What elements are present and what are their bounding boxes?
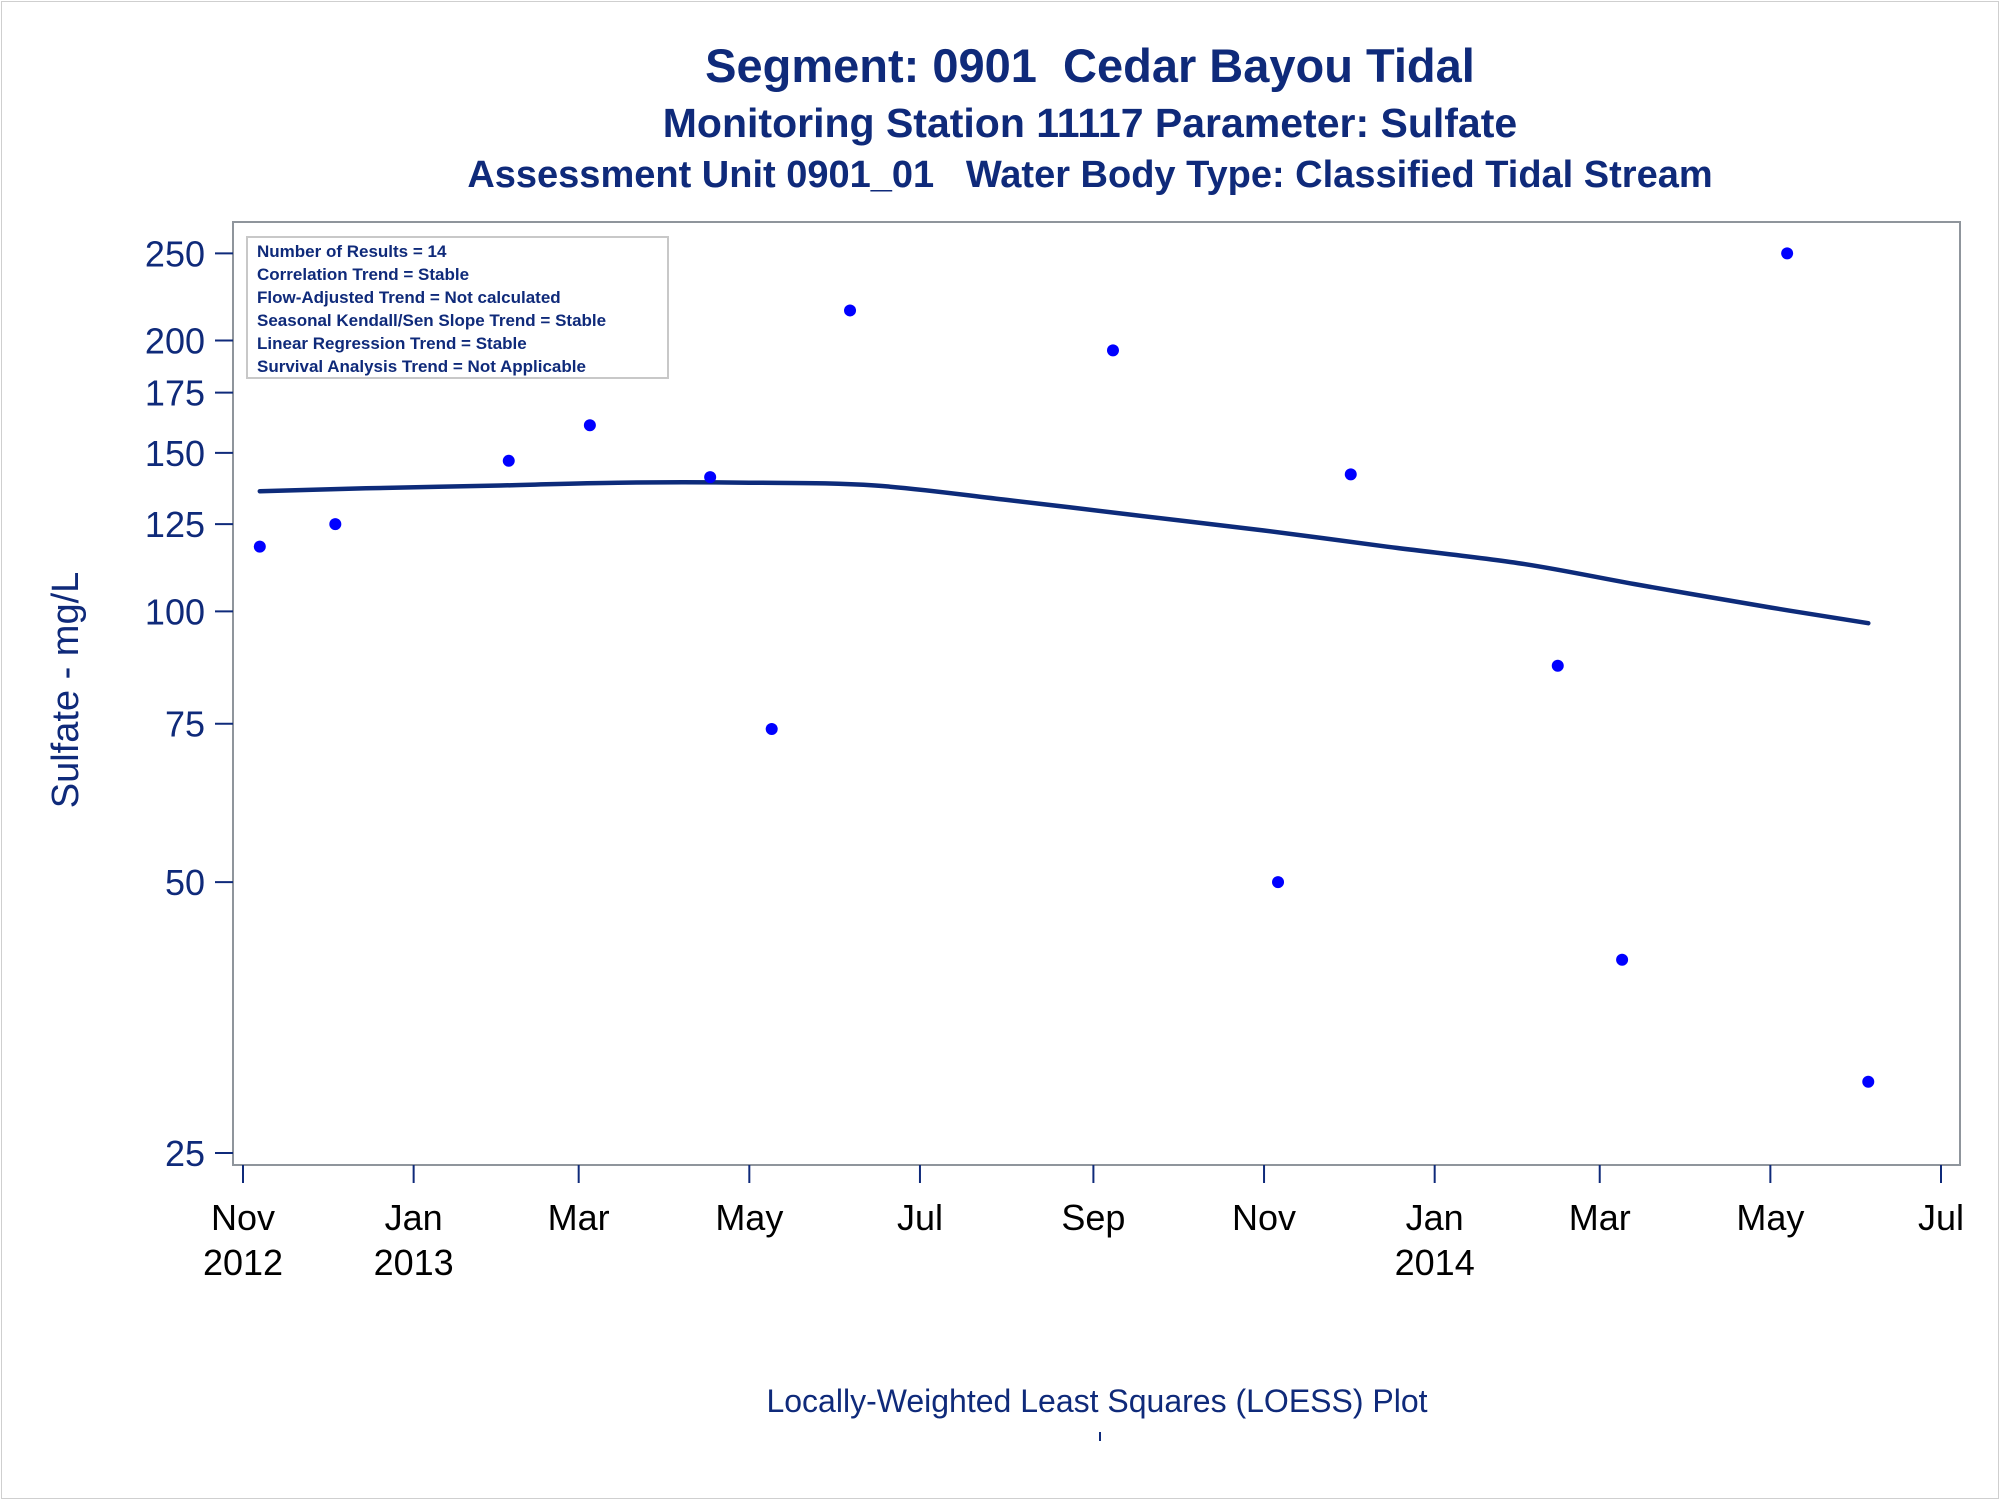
- chart-subtitle-2: Assessment Unit 0901_01 Water Body Type:…: [467, 154, 1713, 196]
- stats-line-2: Correlation Trend = Stable: [257, 265, 469, 284]
- data-points: [253, 247, 1875, 1088]
- stats-box: Number of Results = 14 Correlation Trend…: [246, 236, 669, 379]
- data-point-3: [502, 454, 515, 467]
- data-point-1: [253, 540, 266, 553]
- data-point-13: [1781, 247, 1794, 260]
- y-tick-label-25: 25: [165, 1133, 205, 1174]
- data-point-11: [1551, 659, 1564, 672]
- x-tick-label-1: Jan: [385, 1197, 443, 1238]
- chart-subtitle: Monitoring Station 11117 Parameter: Sulf…: [662, 100, 1518, 146]
- y-tick-label-50: 50: [165, 862, 205, 903]
- y-tick-label-75: 75: [165, 704, 205, 745]
- y-tick-label-100: 100: [145, 591, 205, 632]
- x-tick-label-6: Nov: [1232, 1197, 1296, 1238]
- data-point-8: [1106, 344, 1119, 357]
- data-point-14: [1862, 1075, 1875, 1088]
- data-point-2: [329, 518, 342, 531]
- data-point-7: [844, 304, 857, 317]
- y-tick-label-200: 200: [145, 321, 205, 362]
- x-tick-year-0: 2012: [203, 1242, 283, 1283]
- chart-title: Segment: 0901 Cedar Bayou Tidal: [705, 39, 1475, 92]
- data-point-4: [583, 419, 596, 432]
- x-tick-label-9: May: [1736, 1197, 1804, 1238]
- x-tick-label-10: Jul: [1918, 1197, 1964, 1238]
- y-tick-label-250: 250: [145, 233, 205, 274]
- x-tick-label-4: Jul: [897, 1197, 943, 1238]
- x-tick-label-0: Nov: [211, 1197, 275, 1238]
- y-tick-label-175: 175: [145, 373, 205, 414]
- y-tick-label-125: 125: [145, 504, 205, 545]
- x-tick-label-5: Sep: [1061, 1197, 1125, 1238]
- x-tick-label-3: May: [715, 1197, 783, 1238]
- x-tick-label-7: Jan: [1406, 1197, 1464, 1238]
- y-tick-label-150: 150: [145, 433, 205, 474]
- loess-line: [257, 480, 1871, 626]
- y-axis-label: Sulfate - mg/L: [45, 572, 87, 809]
- stats-line-3: Flow-Adjusted Trend = Not calculated: [257, 288, 561, 307]
- data-point-10: [1344, 468, 1357, 481]
- plot-area: [232, 221, 1961, 1166]
- stats-line-6: Survival Analysis Trend = Not Applicable: [257, 357, 586, 376]
- x-tick-label-2: Mar: [548, 1197, 610, 1238]
- stats-box-border: [246, 236, 669, 379]
- data-point-6: [765, 722, 778, 735]
- data-point-9: [1272, 876, 1285, 889]
- footnote: Locally-Weighted Least Squares (LOESS) P…: [766, 1383, 1427, 1419]
- data-point-12: [1616, 953, 1629, 966]
- stats-line-5: Linear Regression Trend = Stable: [257, 334, 527, 353]
- x-tick-year-7: 2014: [1395, 1242, 1475, 1283]
- data-point-5: [704, 471, 717, 484]
- stats-line-4: Seasonal Kendall/Sen Slope Trend = Stabl…: [257, 311, 606, 330]
- x-tick-label-8: Mar: [1569, 1197, 1631, 1238]
- x-tick-year-1: 2013: [374, 1242, 454, 1283]
- stats-line-1: Number of Results = 14: [257, 242, 447, 261]
- y-axis: 25 50 75 100 125 150 175 200 250: [145, 233, 233, 1174]
